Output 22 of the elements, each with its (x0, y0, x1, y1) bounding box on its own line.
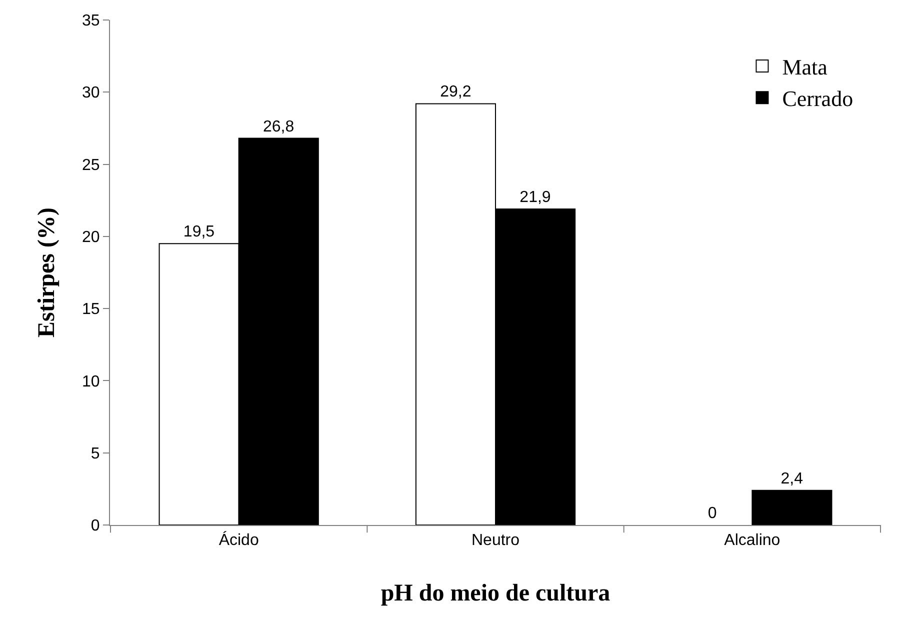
y-tick-label: 10 (82, 373, 100, 390)
legend-label: Mata (782, 54, 828, 80)
x-tick-label: Alcalino (724, 532, 780, 550)
y-tick-label: 20 (82, 229, 100, 246)
bar (752, 490, 832, 525)
data-label: 2,4 (780, 470, 804, 488)
x-tick-label: Ácido (218, 531, 259, 550)
y-tick-label: 15 (82, 301, 100, 318)
data-label: 19,5 (183, 224, 215, 241)
y-tick-label: 5 (90, 445, 100, 462)
y-tick-label: 25 (82, 156, 100, 174)
x-tick-label: Neutro (471, 532, 520, 550)
legend-label: Cerrado (782, 86, 854, 112)
data-label: 0 (708, 505, 717, 522)
x-axis-title: pH do meio de cultura (380, 580, 610, 606)
data-label: 26,8 (262, 118, 294, 136)
y-tick-label: 0 (90, 518, 100, 535)
data-label: 21,9 (520, 189, 551, 206)
y-axis-title: Estirpes (%) (34, 208, 60, 338)
data-label: 29,2 (440, 84, 472, 101)
y-tick-label: 35 (82, 12, 100, 30)
y-tick-label: 30 (82, 84, 100, 102)
